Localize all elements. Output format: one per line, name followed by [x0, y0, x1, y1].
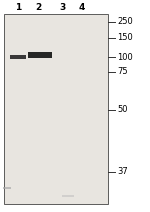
- Text: 75: 75: [117, 67, 128, 77]
- Bar: [3, 187, 11, 189]
- Text: 250: 250: [117, 18, 133, 26]
- Text: 2: 2: [35, 4, 41, 13]
- Text: 50: 50: [117, 106, 128, 114]
- Text: 37: 37: [117, 167, 128, 177]
- Bar: [28, 52, 52, 58]
- Text: 3: 3: [59, 4, 65, 13]
- Text: 4: 4: [79, 4, 85, 13]
- Text: 150: 150: [117, 33, 133, 42]
- Bar: [62, 195, 74, 197]
- Bar: [4, 14, 108, 204]
- Text: 100: 100: [117, 53, 133, 61]
- Bar: [10, 55, 26, 59]
- Text: 1: 1: [15, 4, 21, 13]
